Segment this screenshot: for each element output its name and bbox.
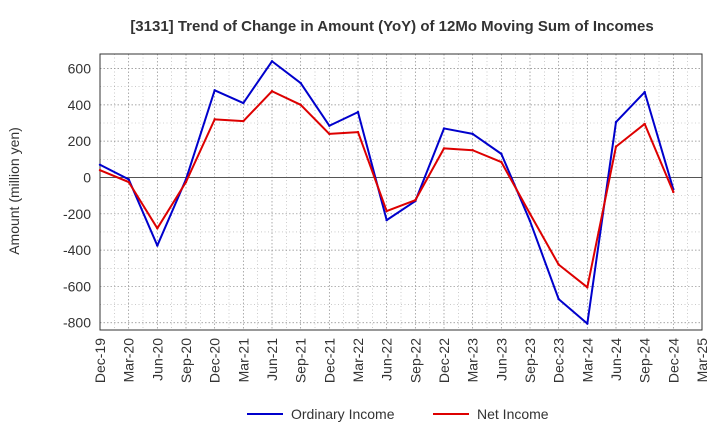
- data-point-ordinary-income: [614, 120, 618, 124]
- y-tick-label: 600: [68, 61, 92, 77]
- x-tick-label: Sep-24: [637, 338, 653, 383]
- data-point-ordinary-income: [356, 110, 360, 114]
- y-tick-label: -400: [63, 242, 91, 258]
- y-tick-label: 200: [68, 133, 92, 149]
- data-point-net-income: [442, 147, 446, 150]
- x-tick-label: Mar-22: [350, 338, 366, 383]
- x-tick-label: Sep-23: [522, 338, 538, 383]
- x-tick-label: Sep-21: [293, 338, 309, 383]
- data-point-net-income: [643, 122, 646, 126]
- data-point-net-income: [98, 169, 102, 172]
- legend: Ordinary Income Net Income: [247, 406, 549, 422]
- data-point-net-income: [299, 103, 302, 107]
- x-tick-label: Mar-20: [121, 338, 137, 383]
- x-tick-label: Jun-24: [608, 338, 624, 381]
- x-tick-label: Sep-20: [178, 338, 194, 383]
- data-point-ordinary-income: [127, 178, 130, 181]
- x-tick-label: Jun-20: [149, 338, 165, 381]
- data-point-net-income: [184, 180, 188, 184]
- data-point-ordinary-income: [98, 163, 102, 166]
- data-point-ordinary-income: [442, 127, 446, 130]
- x-tick-label: Dec-23: [551, 338, 567, 383]
- data-point-net-income: [270, 90, 274, 93]
- data-point-net-income: [586, 286, 589, 289]
- data-point-ordinary-income: [242, 101, 245, 105]
- y-tick-label: -800: [63, 315, 91, 331]
- data-point-net-income: [500, 160, 503, 164]
- data-point-net-income: [528, 212, 532, 215]
- x-tick-label: Sep-22: [407, 338, 423, 383]
- data-point-net-income: [242, 119, 245, 123]
- data-point-ordinary-income: [299, 81, 302, 85]
- plot-border: [99, 53, 703, 331]
- data-point-ordinary-income: [213, 89, 216, 92]
- chart-title: [3131] Trend of Change in Amount (YoY) o…: [130, 18, 653, 35]
- data-point-ordinary-income: [586, 322, 589, 325]
- data-point-ordinary-income: [270, 60, 274, 63]
- data-point-net-income: [614, 145, 618, 148]
- data-point-ordinary-income: [385, 218, 388, 222]
- y-tick-label: -200: [63, 206, 91, 222]
- x-tick-label: Jun-22: [379, 338, 395, 381]
- data-point-net-income: [156, 227, 159, 230]
- x-tick-label: Dec-21: [321, 338, 337, 383]
- x-tick-label: Jun-21: [264, 338, 280, 381]
- x-tick-label: Mar-23: [465, 338, 481, 383]
- data-point-net-income: [328, 132, 331, 136]
- data-point-ordinary-income: [471, 132, 474, 136]
- data-point-ordinary-income: [643, 90, 646, 94]
- data-point-net-income: [127, 180, 130, 184]
- x-tick-label: Dec-20: [207, 338, 223, 383]
- y-tick-label: -600: [63, 278, 91, 294]
- data-point-net-income: [385, 209, 388, 213]
- data-point-net-income: [356, 130, 360, 134]
- data-point-ordinary-income: [528, 219, 532, 223]
- data-point-ordinary-income: [156, 244, 159, 247]
- data-point-ordinary-income: [557, 297, 560, 301]
- y-axis-label: Amount (million yen): [6, 127, 22, 255]
- data-point-ordinary-income: [328, 124, 331, 127]
- data-point-net-income: [672, 190, 675, 194]
- plot-area: -800 -600 -400 -200 0 200 400 600 Dec-19 Mar-20 Ju…: [63, 53, 710, 383]
- x-tick-label: Dec-22: [436, 338, 452, 383]
- y-tick-label: 400: [68, 97, 92, 113]
- x-tick-label: Mar-21: [235, 338, 251, 383]
- x-tick-label: Dec-24: [665, 338, 681, 383]
- x-tick-label: Mar-25: [694, 338, 710, 383]
- legend-label-net-income: Net Income: [477, 406, 549, 422]
- x-tick-label: Jun-23: [493, 338, 509, 381]
- data-point-net-income: [213, 118, 216, 121]
- legend-label-ordinary-income: Ordinary Income: [291, 406, 395, 422]
- data-point-net-income: [557, 263, 560, 266]
- data-point-net-income: [414, 198, 417, 202]
- y-tick-label: 0: [83, 169, 91, 185]
- x-tick-label: Dec-19: [92, 338, 108, 383]
- x-tick-label: Mar-24: [579, 338, 595, 383]
- data-point-ordinary-income: [500, 152, 503, 156]
- data-point-net-income: [471, 149, 474, 152]
